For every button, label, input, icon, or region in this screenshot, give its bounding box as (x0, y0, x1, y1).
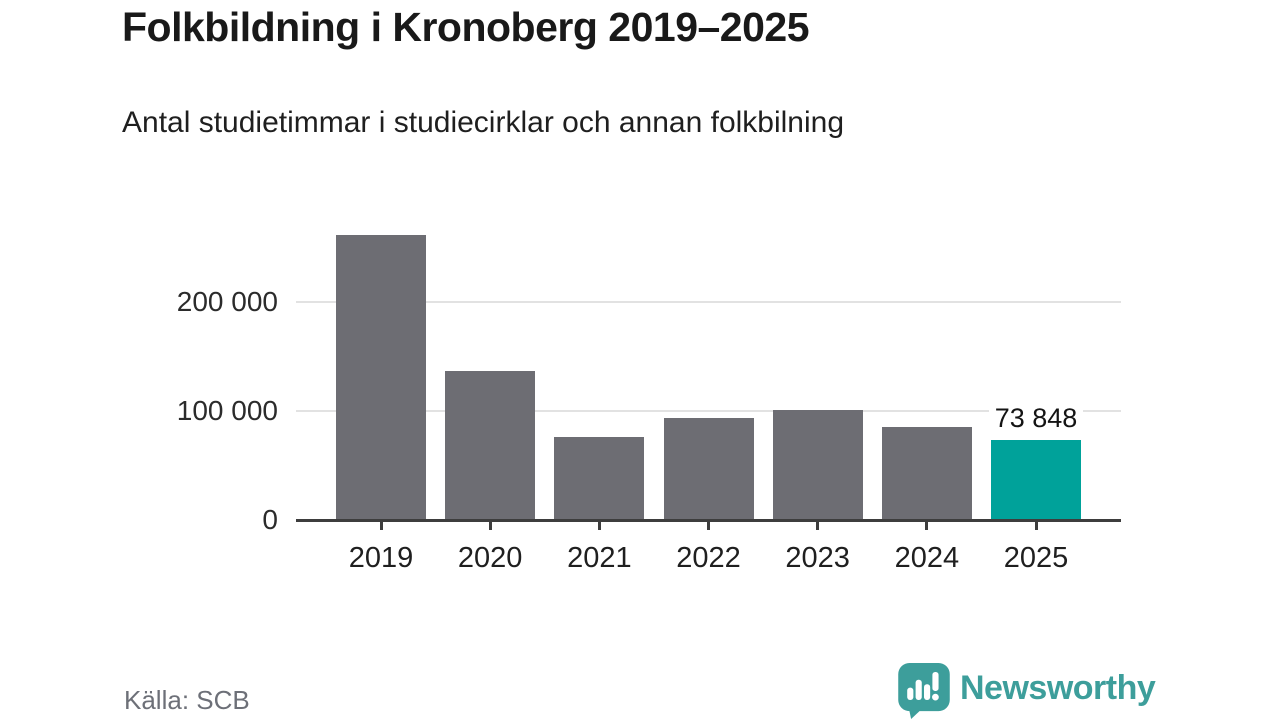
axis-tick-2022 (707, 521, 710, 530)
value-label-2025: 73 848 (956, 402, 1116, 434)
x-axis-label-2025: 2025 (1003, 542, 1069, 574)
newsworthy-speech-bubble-bar-chart-icon (898, 663, 950, 719)
value-label-text: 73 848 (988, 402, 1084, 433)
axis-tick-2020 (488, 521, 492, 530)
x-axis-label-2019: 2019 (348, 542, 414, 574)
chart-subtitle: Antal studietimmar i studiecirklar och a… (122, 106, 845, 139)
gridline-100000 (296, 410, 1121, 412)
y-axis-label-200000: 200 000 (176, 286, 278, 317)
x-axis-label-2024: 2024 (894, 542, 960, 574)
bar-2023 (772, 409, 863, 520)
newsworthy-wordmark: Newsworthy (960, 669, 1156, 707)
bar-2025 (991, 439, 1082, 520)
axis-tick-2024 (925, 521, 929, 530)
gridline-200000 (296, 301, 1121, 303)
x-axis-label-2023: 2023 (785, 542, 850, 574)
y-axis-label-0: 0 (262, 504, 278, 535)
bar-2024 (881, 426, 972, 520)
bar-2019 (336, 234, 426, 520)
axis-tick-2025 (1034, 521, 1038, 530)
y-axis-label-100000: 100 000 (176, 395, 278, 426)
x-axis-label-2022: 2022 (676, 542, 741, 574)
bar-2022 (663, 417, 754, 520)
x-axis-label-2020: 2020 (457, 542, 523, 574)
x-axis-line (296, 518, 1121, 522)
bar-2020 (445, 371, 536, 520)
axis-tick-2019 (379, 521, 383, 530)
x-axis-label-2021: 2021 (567, 542, 632, 574)
source-note: Källa: SCB (124, 685, 250, 715)
axis-tick-2021 (597, 521, 601, 530)
chart-title: Folkbildning i Kronoberg 2019–2025 (122, 4, 810, 50)
newsworthy-logo: Newsworthy (898, 663, 1156, 719)
bar-2021 (554, 437, 645, 520)
axis-tick-2023 (816, 521, 820, 530)
